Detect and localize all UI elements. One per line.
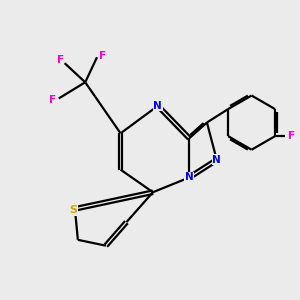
Text: F: F [49, 95, 56, 105]
Text: N: N [154, 101, 162, 111]
Text: S: S [69, 206, 77, 215]
Text: N: N [212, 155, 221, 165]
Text: F: F [99, 51, 106, 61]
Text: F: F [288, 131, 295, 141]
Text: N: N [185, 172, 194, 182]
Text: F: F [57, 55, 64, 65]
